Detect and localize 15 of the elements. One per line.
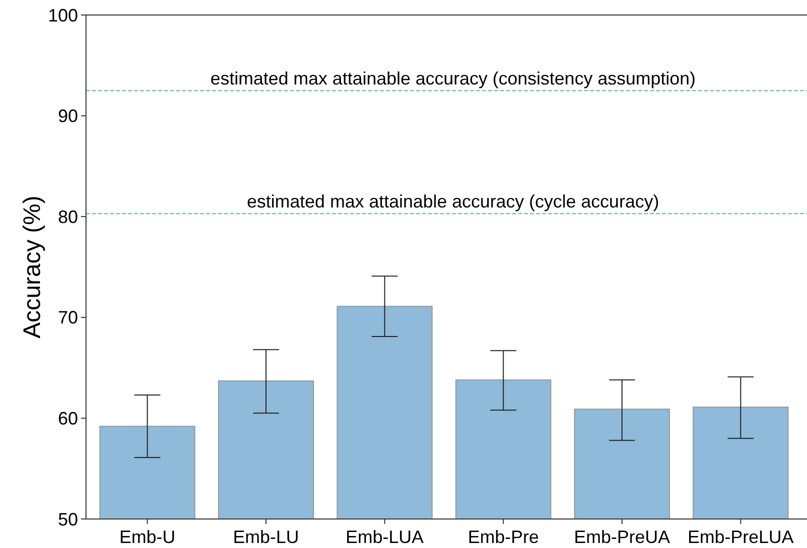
x-tick-label: Emb-PreUA [574, 527, 670, 547]
y-tick-label: 100 [48, 5, 78, 26]
x-tick-label: Emb-LUA [346, 527, 424, 547]
x-tick-label: Emb-Pre [468, 527, 539, 547]
x-tick-label: Emb-LU [232, 527, 300, 547]
y-tick-label: 80 [58, 206, 78, 227]
y-axis-title: Accuracy (%) [19, 196, 46, 338]
x-tick-label: Emb-PreLUA [688, 527, 794, 547]
y-tick-label: 50 [58, 509, 78, 530]
y-tick-label: 70 [58, 308, 78, 328]
ref-line-label: estimated max attainable accuracy (consistency assumption) [210, 68, 696, 89]
x-tick-label: Emb-U [119, 527, 176, 547]
y-tick-label: 60 [58, 408, 78, 428]
ref-line-label: estimated max attainable accuracy (cycle accuracy) [246, 192, 660, 212]
y-tick-label: 90 [58, 106, 78, 126]
